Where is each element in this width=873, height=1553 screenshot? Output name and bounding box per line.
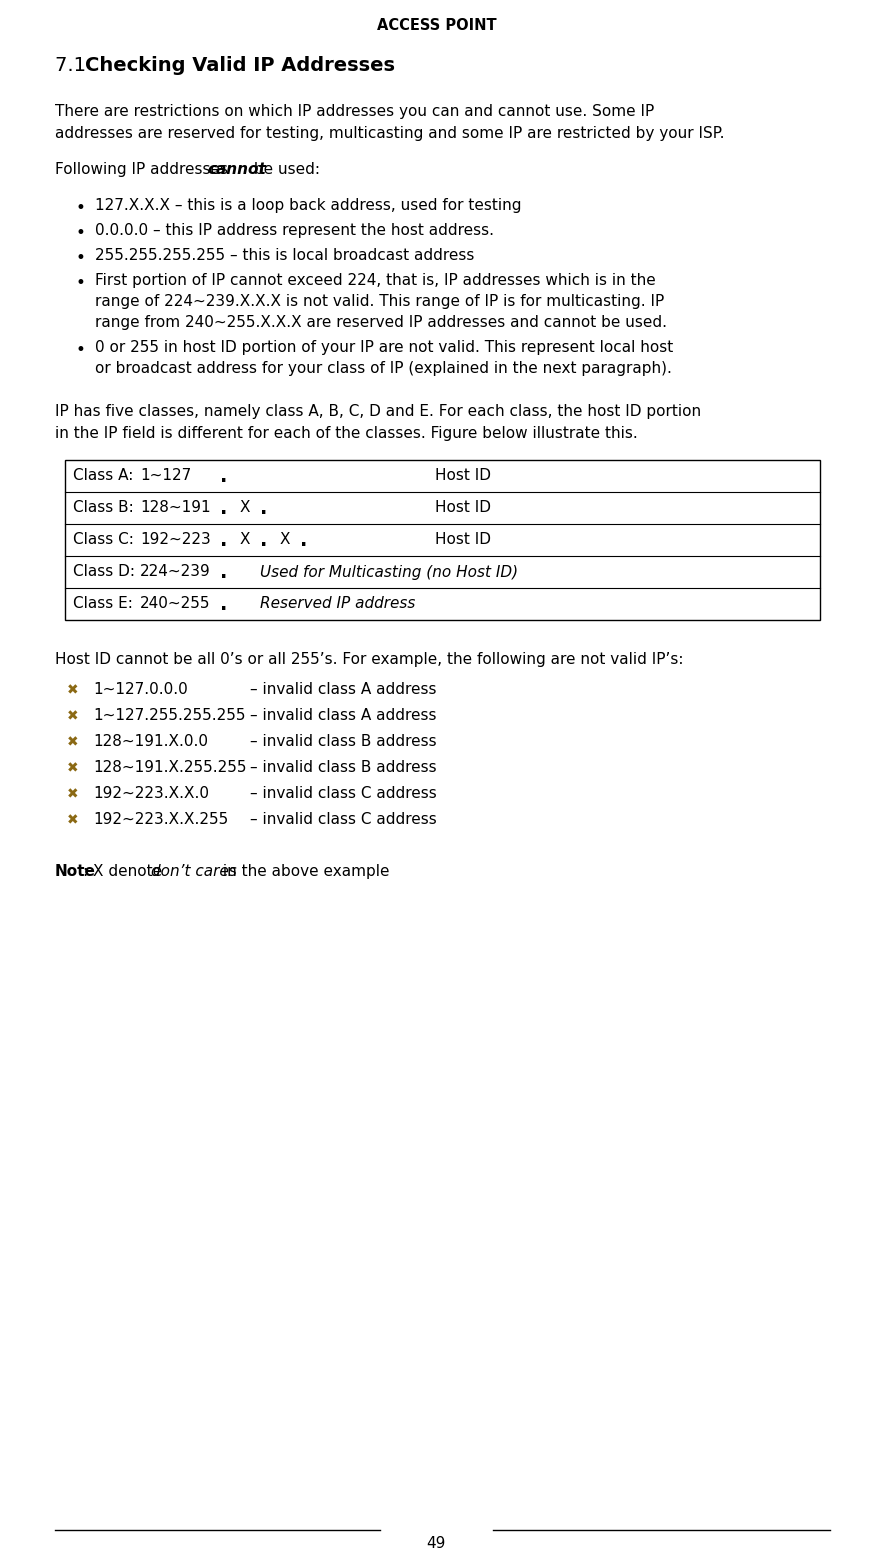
Text: •: • (75, 248, 85, 267)
Text: 1~127.0.0.0: 1~127.0.0.0 (93, 682, 188, 697)
Text: – invalid class B address: – invalid class B address (250, 735, 436, 749)
Text: Note: Note (55, 863, 96, 879)
Text: Class A:: Class A: (73, 469, 134, 483)
Text: – invalid class A address: – invalid class A address (250, 708, 436, 724)
Text: 224~239: 224~239 (140, 564, 210, 579)
Text: addresses are reserved for testing, multicasting and some IP are restricted by y: addresses are reserved for testing, mult… (55, 126, 725, 141)
Text: 192~223.X.X.0: 192~223.X.X.0 (93, 786, 209, 801)
Text: 255.255.255.255 – this is local broadcast address: 255.255.255.255 – this is local broadcas… (95, 248, 474, 262)
Bar (65, 460, 820, 620)
Text: 127.X.X.X – this is a loop back address, used for testing: 127.X.X.X – this is a loop back address,… (95, 197, 521, 213)
Text: .: . (220, 562, 227, 581)
Text: There are restrictions on which IP addresses you can and cannot use. Some IP: There are restrictions on which IP addre… (55, 104, 654, 120)
Text: ✖: ✖ (67, 814, 79, 828)
Text: Host ID: Host ID (435, 469, 491, 483)
Text: .: . (220, 595, 227, 613)
Text: X: X (240, 533, 251, 548)
Text: – invalid class A address: – invalid class A address (250, 682, 436, 697)
Text: : X denote: : X denote (83, 863, 167, 879)
Text: •: • (75, 273, 85, 292)
Text: in the above example: in the above example (218, 863, 389, 879)
Text: Class B:: Class B: (73, 500, 134, 516)
Text: 0 or 255 in host ID portion of your IP are not valid. This represent local host: 0 or 255 in host ID portion of your IP a… (95, 340, 673, 356)
Text: Used for Multicasting (no Host ID): Used for Multicasting (no Host ID) (260, 564, 518, 579)
Text: 49: 49 (426, 1536, 446, 1551)
Text: ✖: ✖ (67, 761, 79, 775)
Text: ✖: ✖ (67, 787, 79, 801)
Text: 7.1: 7.1 (55, 56, 93, 75)
Text: .: . (300, 531, 307, 550)
Text: •: • (75, 199, 85, 217)
Text: 240~255: 240~255 (140, 596, 210, 612)
Text: ✖: ✖ (67, 735, 79, 749)
Text: range from 240~255.X.X.X are reserved IP addresses and cannot be used.: range from 240~255.X.X.X are reserved IP… (95, 315, 667, 329)
Text: •: • (75, 342, 85, 359)
Text: ✖: ✖ (67, 683, 79, 697)
Text: Host ID: Host ID (435, 500, 491, 516)
Text: – invalid class B address: – invalid class B address (250, 759, 436, 775)
Text: 1~127: 1~127 (140, 469, 191, 483)
Text: don’t cares: don’t cares (151, 863, 237, 879)
Text: ✖: ✖ (67, 710, 79, 724)
Text: Checking Valid IP Addresses: Checking Valid IP Addresses (85, 56, 395, 75)
Text: X: X (280, 533, 291, 548)
Text: cannot: cannot (207, 162, 265, 177)
Text: Following IP addresses: Following IP addresses (55, 162, 233, 177)
Text: – invalid class C address: – invalid class C address (250, 812, 436, 828)
Text: 192~223: 192~223 (140, 533, 210, 548)
Text: 128~191.X.255.255: 128~191.X.255.255 (93, 759, 246, 775)
Text: Class D:: Class D: (73, 564, 135, 579)
Text: – invalid class C address: – invalid class C address (250, 786, 436, 801)
Text: 128~191: 128~191 (140, 500, 210, 516)
Text: ACCESS POINT: ACCESS POINT (376, 19, 497, 33)
Text: .: . (220, 531, 227, 550)
Text: Class E:: Class E: (73, 596, 133, 612)
Text: First portion of IP cannot exceed 224, that is, IP addresses which is in the: First portion of IP cannot exceed 224, t… (95, 273, 656, 287)
Text: .: . (220, 499, 227, 517)
Text: X: X (240, 500, 251, 516)
Text: Host ID cannot be all 0’s or all 255’s. For example, the following are not valid: Host ID cannot be all 0’s or all 255’s. … (55, 652, 684, 666)
Text: 0.0.0.0 – this IP address represent the host address.: 0.0.0.0 – this IP address represent the … (95, 224, 494, 238)
Text: Host ID: Host ID (435, 533, 491, 548)
Text: 192~223.X.X.255: 192~223.X.X.255 (93, 812, 228, 828)
Text: range of 224~239.X.X.X is not valid. This range of IP is for multicasting. IP: range of 224~239.X.X.X is not valid. Thi… (95, 294, 664, 309)
Text: Class C:: Class C: (73, 533, 134, 548)
Text: 128~191.X.0.0: 128~191.X.0.0 (93, 735, 208, 749)
Text: .: . (260, 499, 267, 517)
Text: .: . (220, 466, 227, 486)
Text: be used:: be used: (249, 162, 320, 177)
Text: .: . (260, 531, 267, 550)
Text: 1~127.255.255.255: 1~127.255.255.255 (93, 708, 245, 724)
Text: or broadcast address for your class of IP (explained in the next paragraph).: or broadcast address for your class of I… (95, 360, 672, 376)
Text: IP has five classes, namely class A, B, C, D and E. For each class, the host ID : IP has five classes, namely class A, B, … (55, 404, 701, 419)
Text: •: • (75, 224, 85, 242)
Text: in the IP field is different for each of the classes. Figure below illustrate th: in the IP field is different for each of… (55, 426, 638, 441)
Text: Reserved IP address: Reserved IP address (260, 596, 416, 612)
